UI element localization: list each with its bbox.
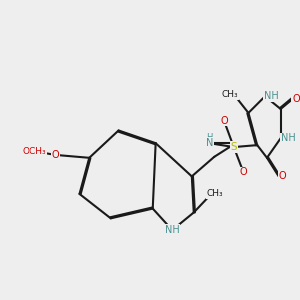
Text: OCH₃: OCH₃ xyxy=(22,148,46,157)
Text: O: O xyxy=(51,150,59,160)
Text: S: S xyxy=(230,142,237,152)
Text: O: O xyxy=(278,171,286,182)
Text: NH: NH xyxy=(165,225,180,235)
Text: H: H xyxy=(206,133,213,142)
Text: O: O xyxy=(292,94,300,104)
Text: NH: NH xyxy=(264,91,279,101)
Text: O: O xyxy=(240,167,248,178)
Text: NH: NH xyxy=(280,133,295,143)
Text: N: N xyxy=(206,138,213,148)
Text: O: O xyxy=(220,116,228,126)
Text: CH₃: CH₃ xyxy=(206,189,223,198)
Text: CH₃: CH₃ xyxy=(222,90,238,99)
